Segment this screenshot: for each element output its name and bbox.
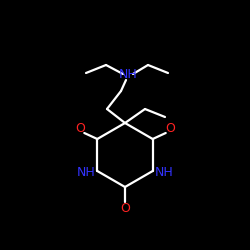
Text: O: O: [120, 202, 130, 214]
Text: NH: NH: [119, 68, 138, 82]
Text: NH: NH: [154, 166, 173, 178]
Text: O: O: [75, 122, 85, 134]
Text: NH: NH: [77, 166, 96, 178]
Text: O: O: [165, 122, 175, 134]
